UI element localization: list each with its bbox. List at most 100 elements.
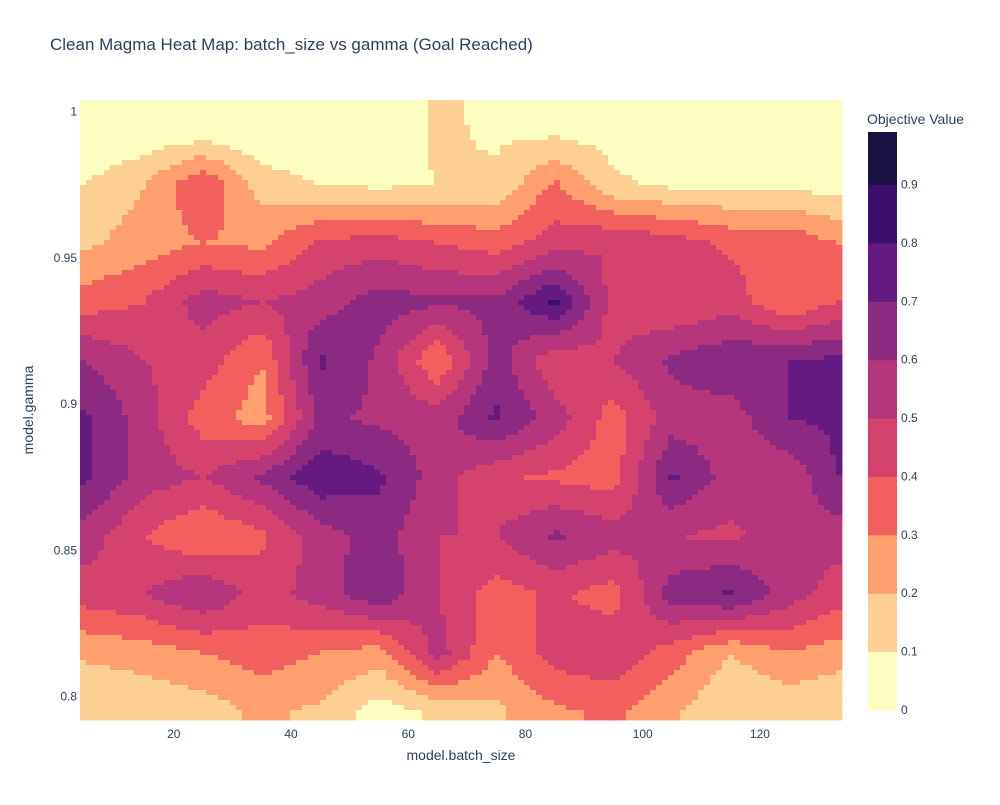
heatmap-cell: [158, 200, 165, 206]
heatmap-cell: [146, 190, 153, 196]
heatmap-cell: [650, 250, 657, 256]
heatmap-cell: [170, 170, 177, 176]
heatmap-cell: [182, 105, 189, 111]
heatmap-cell: [806, 115, 813, 121]
heatmap-cell: [452, 135, 459, 141]
heatmap-cell: [500, 150, 507, 156]
heatmap-cell: [416, 190, 423, 196]
heatmap-cell: [440, 115, 447, 121]
heatmap-cell: [704, 170, 711, 176]
heatmap-cell: [164, 225, 171, 231]
heatmap-cell: [602, 215, 609, 221]
heatmap-cell: [596, 150, 603, 156]
heatmap-cell: [830, 260, 837, 266]
heatmap-cell: [656, 235, 663, 241]
heatmap-cell: [176, 275, 183, 281]
heatmap-cell: [338, 275, 345, 281]
heatmap-cell: [386, 205, 393, 211]
heatmap-cell: [536, 185, 543, 191]
heatmap-cell: [596, 115, 603, 121]
heatmap-cell: [206, 135, 213, 141]
heatmap-cell: [626, 250, 633, 256]
heatmap-cell: [254, 170, 261, 176]
heatmap-cell: [236, 265, 243, 271]
heatmap-cell: [314, 130, 321, 136]
heatmap-cell: [698, 215, 705, 221]
heatmap-cell: [674, 145, 681, 151]
heatmap-cell: [98, 225, 105, 231]
heatmap-cell: [506, 100, 513, 106]
heatmap-cell: [554, 245, 561, 251]
heatmap-cell: [356, 220, 363, 226]
heatmap-cell: [446, 235, 453, 241]
heatmap-cell: [308, 295, 315, 301]
heatmap-cell: [188, 235, 195, 241]
heatmap-cell: [122, 285, 129, 291]
heatmap-cell: [272, 115, 279, 121]
heatmap-cell: [356, 195, 363, 201]
heatmap-cell: [362, 195, 369, 201]
heatmap-cell: [218, 250, 225, 256]
heatmap-cell: [506, 165, 513, 171]
heatmap-cell: [662, 265, 669, 271]
heatmap-cell: [728, 260, 735, 266]
heatmap-cell: [452, 115, 459, 121]
heatmap-cell: [206, 145, 213, 151]
heatmap-cell: [236, 150, 243, 156]
heatmap-cell: [122, 290, 129, 296]
heatmap-cell: [836, 260, 843, 266]
heatmap-cell: [386, 105, 393, 111]
heatmap-cell: [104, 170, 111, 176]
heatmap-cell: [332, 290, 339, 296]
heatmap-cell: [668, 210, 675, 216]
heatmap-cell: [134, 100, 141, 106]
heatmap-cell: [830, 225, 837, 231]
heatmap-cell: [392, 260, 399, 266]
heatmap-cell: [758, 280, 765, 286]
heatmap-cell: [770, 125, 777, 131]
heatmap-cell: [188, 120, 195, 126]
heatmap-cell: [734, 220, 741, 226]
heatmap-cell: [332, 170, 339, 176]
heatmap-cell: [110, 155, 117, 161]
heatmap-cell: [560, 275, 567, 281]
heatmap-cell: [224, 215, 231, 221]
heatmap-cell: [404, 215, 411, 221]
heatmap-cell: [662, 245, 669, 251]
heatmap-cell: [500, 140, 507, 146]
heatmap-cell: [440, 225, 447, 231]
heatmap-cell: [98, 240, 105, 246]
heatmap-cell: [356, 175, 363, 181]
heatmap-cell: [122, 135, 129, 141]
heatmap-cell: [422, 240, 429, 246]
heatmap-cell: [566, 140, 573, 146]
heatmap-cell: [554, 190, 561, 196]
heatmap-cell: [230, 120, 237, 126]
heatmap-cell: [422, 280, 429, 286]
heatmap-cell: [158, 260, 165, 266]
heatmap-cell: [674, 230, 681, 236]
heatmap-cell: [158, 190, 165, 196]
heatmap-cell: [824, 205, 831, 211]
heatmap-cell: [590, 195, 597, 201]
heatmap-cell: [638, 110, 645, 116]
heatmap-cell: [440, 260, 447, 266]
heatmap-cell: [704, 220, 711, 226]
heatmap-cell: [764, 115, 771, 121]
heatmap-cell: [206, 255, 213, 261]
heatmap-cell: [434, 240, 441, 246]
heatmap-cell: [602, 230, 609, 236]
heatmap-cell: [128, 105, 135, 111]
heatmap-cell: [488, 290, 495, 296]
heatmap-cell: [782, 125, 789, 131]
heatmap-cell: [668, 280, 675, 286]
heatmap-cell: [782, 215, 789, 221]
heatmap-cell: [740, 225, 747, 231]
heatmap-cell: [818, 225, 825, 231]
heatmap-cell: [554, 150, 561, 156]
heatmap-cell: [722, 290, 729, 296]
heatmap-cell: [596, 190, 603, 196]
heatmap-cell: [374, 145, 381, 151]
heatmap-cell: [176, 180, 183, 186]
heatmap-cell: [710, 160, 717, 166]
